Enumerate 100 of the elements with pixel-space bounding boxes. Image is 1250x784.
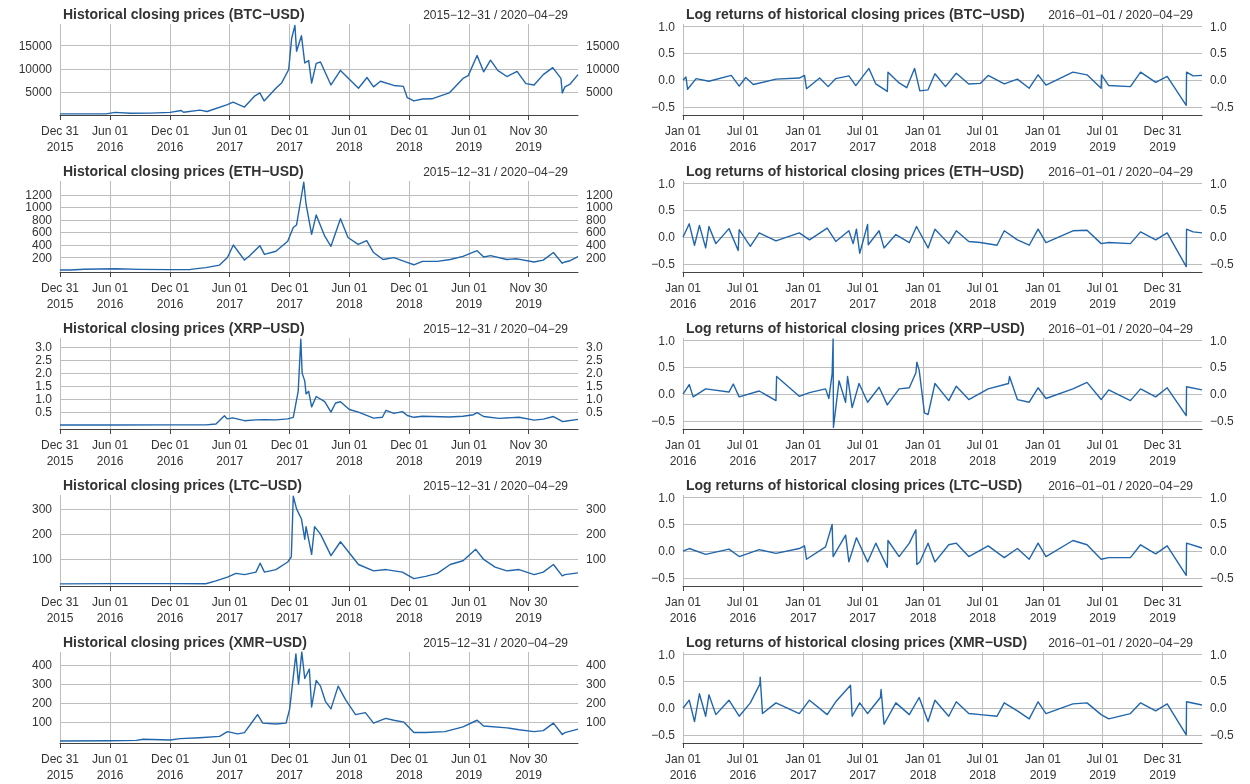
y2-tick-label: 0.0	[1210, 73, 1228, 88]
x-tick-label: Dec 31 2019	[1143, 124, 1182, 154]
chart-title: Historical closing prices (ETH−USD)	[63, 163, 304, 179]
x-tick-label: Jan 01 2016	[664, 752, 702, 782]
x-tick-label: Dec 01 2016	[151, 281, 190, 311]
y-tick-label: 800	[31, 212, 53, 227]
y-tick-label: 200	[31, 696, 53, 711]
chart-title: Log returns of historical closing prices (XRP−USD)	[686, 320, 1025, 336]
x-tick-label: Jun 01 2019	[450, 438, 488, 468]
x-tick-label: Jul 01 2016	[726, 752, 760, 782]
y2-tick-label: 1200	[586, 187, 614, 202]
y-tick-label: 300	[31, 677, 53, 692]
y2-tick-label: 3.0	[586, 340, 604, 355]
y-tick-label: 1.0	[658, 176, 676, 191]
y-tick-label: −0.5	[651, 99, 676, 114]
y2-tick-label: −0.5	[1210, 727, 1235, 742]
y2-tick-label: 2.5	[586, 353, 604, 368]
x-tick-label: Jul 01 2018	[966, 281, 999, 311]
y-tick-label: −0.5	[651, 570, 676, 585]
x-tick-label: Dec 01 2018	[390, 438, 429, 468]
y-tick-label: 0.0	[658, 230, 676, 245]
y2-tick-label: 100	[586, 552, 607, 567]
line-series	[59, 338, 579, 426]
x-tick-label: Jun 01 2018	[331, 595, 368, 625]
y2-tick-label: 0.0	[1210, 544, 1228, 559]
y2-tick-label: 15000	[586, 38, 620, 53]
y-tick-label: 200	[31, 250, 53, 265]
x-tick-label: Jan 01 2018	[905, 595, 942, 625]
x-tick-label: Dec 01 2016	[151, 124, 190, 154]
y-tick-label: 5000	[25, 85, 53, 100]
y2-tick-label: 0.5	[586, 405, 604, 420]
x-tick-label: Jun 01 2016	[92, 438, 129, 468]
y-tick-label: 400	[31, 658, 53, 673]
line-series	[682, 676, 1203, 736]
x-tick-label: Jan 01 2016	[664, 595, 702, 625]
x-tick-label: Jul 01 2019	[1086, 752, 1119, 782]
y-tick-label: 0.5	[35, 405, 53, 420]
chart-subtitle: 2016−01−01 / 2020−04−29	[1048, 8, 1194, 22]
x-tick-label: Jul 01 2016	[726, 438, 760, 468]
x-tick-label: Dec 01 2018	[390, 281, 429, 311]
x-tick-label: Dec 31 2019	[1143, 752, 1182, 782]
chart-subtitle: 2016−01−01 / 2020−04−29	[1048, 479, 1194, 493]
y-tick-label: 2.0	[35, 366, 53, 381]
y2-tick-label: 1.0	[1210, 490, 1228, 505]
x-tick-label: Dec 01 2017	[270, 281, 310, 311]
chart-subtitle: 2015−12−31 / 2020−04−29	[423, 479, 569, 493]
y2-tick-label: 200	[586, 250, 607, 265]
y-tick-label: 1.0	[658, 333, 676, 348]
y-tick-label: 0.0	[658, 701, 676, 716]
y2-tick-label: 0.0	[1210, 230, 1228, 245]
y-tick-label: 0.0	[658, 73, 676, 88]
x-tick-label: Jul 01 2016	[726, 124, 760, 154]
y-tick-label: 1.0	[35, 392, 53, 407]
x-tick-label: Jun 01 2016	[92, 752, 129, 782]
x-tick-label: Jan 01 2019	[1025, 752, 1062, 782]
y2-tick-label: 300	[586, 677, 607, 692]
x-tick-label: Jul 01 2016	[726, 281, 760, 311]
y2-tick-label: −0.5	[1210, 99, 1235, 114]
y-tick-label: −0.5	[651, 256, 676, 271]
x-tick-label: Jul 01 2019	[1086, 124, 1119, 154]
x-tick-label: Jan 01 2018	[905, 281, 942, 311]
x-tick-label: Jan 01 2017	[785, 595, 822, 625]
chart-title: Log returns of historical closing prices (LTC−USD)	[686, 477, 1023, 493]
y-tick-label: 1.5	[35, 379, 53, 394]
y2-tick-label: 1000	[586, 200, 614, 215]
y2-tick-label: 0.5	[1210, 360, 1228, 375]
x-tick-label: Jun 01 2018	[331, 752, 368, 782]
x-tick-label: Dec 01 2017	[270, 595, 310, 625]
x-tick-label: Dec 31 2015	[40, 752, 80, 782]
chart-title: Historical closing prices (XRP−USD)	[63, 320, 305, 336]
chart-subtitle: 2015−12−31 / 2020−04−29	[423, 322, 569, 336]
chart-subtitle: 2015−12−31 / 2020−04−29	[423, 636, 569, 650]
x-tick-label: Jul 01 2018	[966, 438, 999, 468]
x-tick-label: Jun 01 2017	[211, 438, 249, 468]
x-tick-label: Jul 01 2018	[966, 752, 999, 782]
x-tick-label: Jul 01 2017	[846, 124, 880, 154]
y2-tick-label: 300	[586, 501, 607, 516]
y2-tick-label: 800	[586, 212, 607, 227]
y-tick-label: 10000	[18, 62, 53, 77]
x-tick-label: Dec 01 2016	[151, 438, 190, 468]
y-tick-label: 1.0	[658, 19, 676, 34]
x-tick-label: Dec 01 2017	[270, 752, 310, 782]
x-tick-label: Jan 01 2018	[905, 438, 942, 468]
y-tick-label: −0.5	[651, 727, 676, 742]
y2-tick-label: 0.5	[1210, 517, 1228, 532]
x-tick-label: Jul 01 2019	[1086, 595, 1119, 625]
chart-title: Historical closing prices (XMR−USD)	[63, 634, 307, 650]
x-tick-label: Jan 01 2017	[785, 438, 822, 468]
x-tick-label: Jan 01 2019	[1025, 124, 1062, 154]
chart-title: Historical closing prices (BTC−USD)	[63, 6, 305, 22]
x-tick-label: Jul 01 2016	[726, 595, 760, 625]
y2-tick-label: 1.0	[586, 392, 604, 407]
x-tick-label: Nov 30 2019	[509, 124, 548, 154]
y-tick-label: 0.5	[658, 360, 676, 375]
y-tick-label: 300	[31, 501, 53, 516]
x-tick-label: Dec 01 2018	[390, 124, 429, 154]
x-tick-label: Jan 01 2018	[905, 752, 942, 782]
y-tick-label: 1.0	[658, 647, 676, 662]
x-tick-label: Dec 31 2019	[1143, 281, 1182, 311]
x-tick-label: Jan 01 2017	[785, 124, 822, 154]
